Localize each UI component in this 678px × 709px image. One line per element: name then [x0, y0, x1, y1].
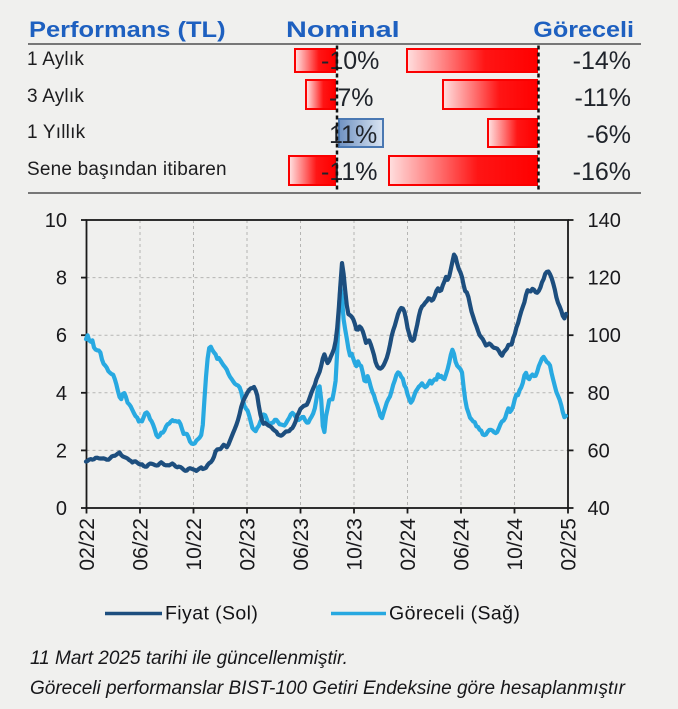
- svg-text:02/25: 02/25: [558, 518, 581, 571]
- svg-text:10/22: 10/22: [183, 518, 206, 571]
- svg-text:02/22: 02/22: [76, 518, 99, 571]
- svg-text:10/23: 10/23: [344, 518, 367, 571]
- svg-text:100: 100: [588, 325, 621, 347]
- svg-text:120: 120: [588, 268, 621, 290]
- svg-text:8: 8: [56, 268, 67, 290]
- svg-text:2: 2: [56, 440, 67, 462]
- svg-text:06/24: 06/24: [451, 518, 474, 571]
- svg-text:02/24: 02/24: [397, 518, 420, 571]
- svg-text:06/22: 06/22: [130, 518, 153, 571]
- svg-text:6: 6: [56, 325, 67, 347]
- svg-text:06/23: 06/23: [290, 518, 313, 571]
- svg-text:4: 4: [56, 383, 67, 405]
- svg-text:40: 40: [588, 498, 610, 520]
- svg-text:80: 80: [588, 383, 610, 405]
- svg-text:Göreceli (Sağ): Göreceli (Sağ): [389, 603, 520, 625]
- svg-text:140: 140: [588, 210, 621, 232]
- svg-text:60: 60: [588, 440, 610, 462]
- svg-text:10/24: 10/24: [504, 518, 527, 571]
- svg-text:Fiyat (Sol): Fiyat (Sol): [165, 603, 258, 625]
- svg-text:10: 10: [45, 210, 67, 232]
- svg-text:02/23: 02/23: [237, 518, 260, 571]
- svg-text:0: 0: [56, 498, 67, 520]
